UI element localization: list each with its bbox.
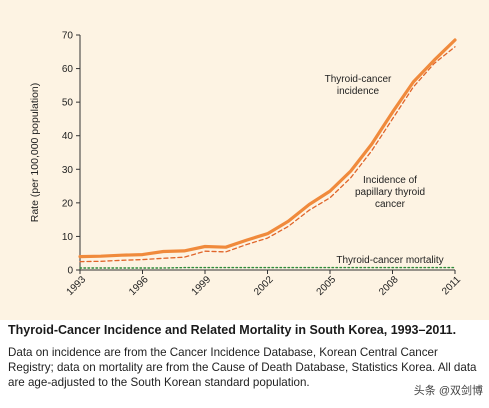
series-line-1 [78, 38, 457, 259]
y-tick-label: 10 [62, 232, 74, 243]
y-tick-label: 70 [62, 31, 74, 42]
y-tick-label: 0 [67, 266, 73, 277]
series-label-3: Thyroid-cancer mortality [336, 255, 443, 266]
y-tick-label: 60 [62, 64, 74, 75]
watermark: 头条 @双剑博 [413, 385, 483, 397]
series-line-2 [79, 46, 456, 263]
caption-body: Data on incidence are from the Cancer In… [8, 346, 477, 389]
plot-background [0, 0, 489, 320]
y-tick-label: 30 [62, 165, 74, 176]
series-label-2: Incidence of papillary thyroid cancer [355, 175, 425, 210]
caption-title: Thyroid-Cancer Incidence and Related Mor… [8, 323, 457, 337]
y-tick-label: 20 [62, 198, 74, 209]
y-axis-label: Rate (per 100,000 population) [29, 83, 41, 223]
y-tick-label: 40 [62, 131, 74, 142]
y-tick-label: 50 [62, 98, 74, 109]
series-label-1: Thyroid-cancer incidence [325, 74, 392, 97]
